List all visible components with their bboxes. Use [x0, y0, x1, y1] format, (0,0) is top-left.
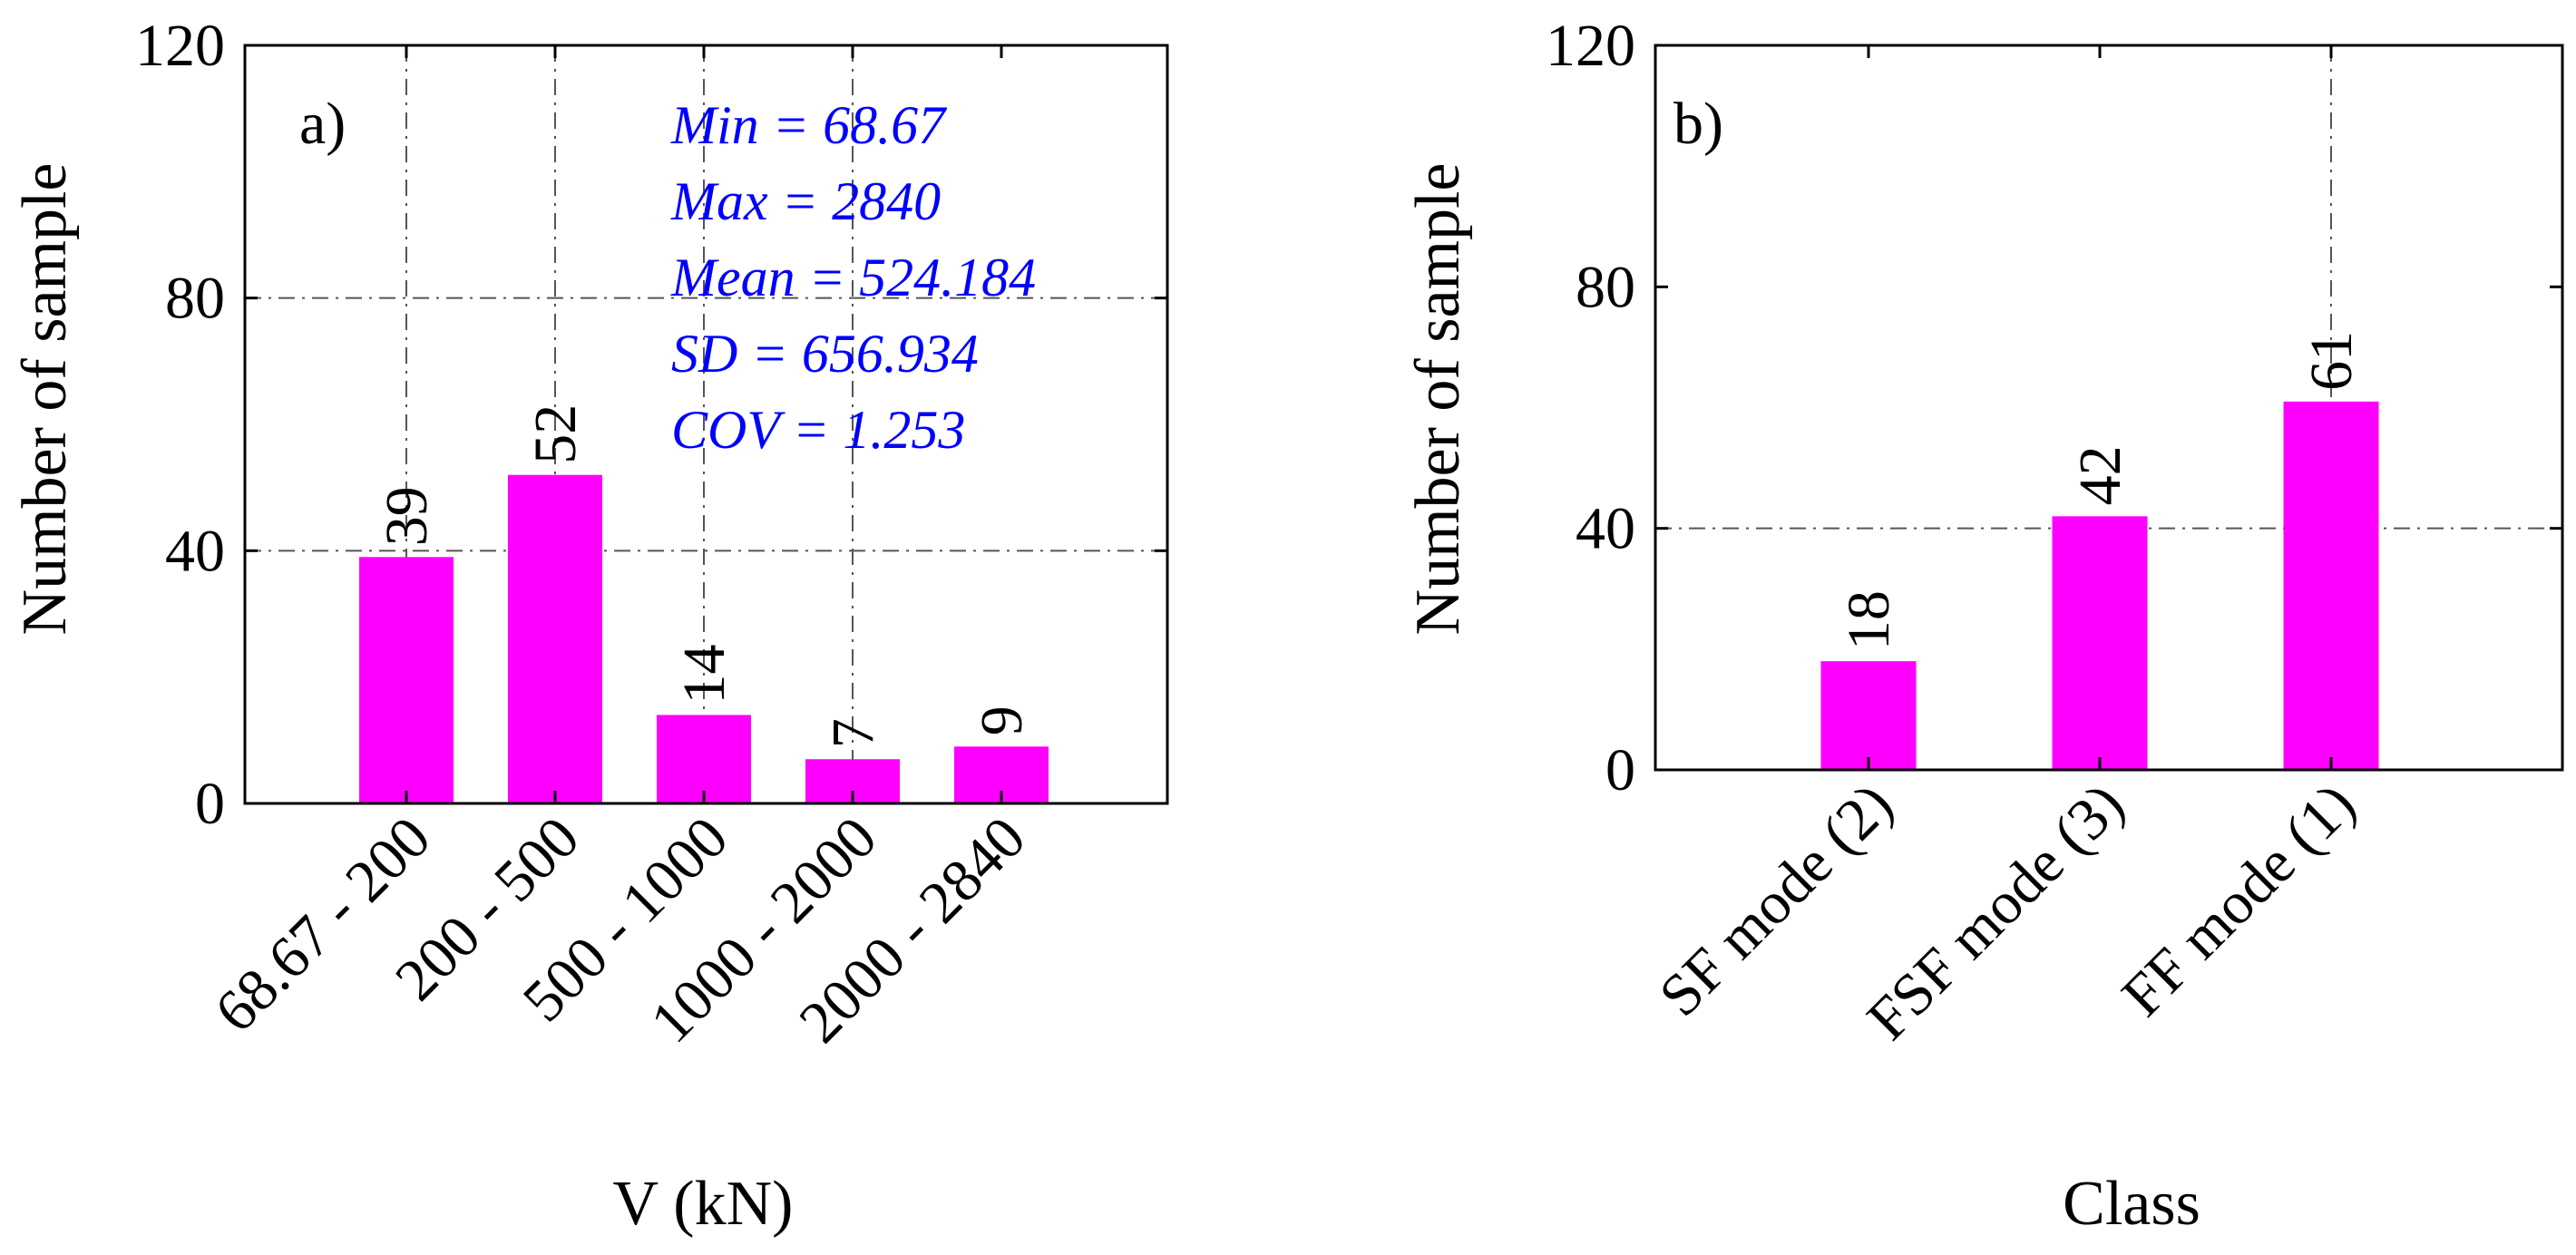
bar — [1820, 661, 1917, 770]
bar-data-label: 61 — [2298, 331, 2365, 391]
stat-min: Min = 68.67 — [670, 95, 948, 155]
bar-data-label: 42 — [2067, 445, 2133, 505]
bar — [359, 557, 454, 803]
panel-a-gridlines — [245, 45, 1167, 803]
y-tick-label: 80 — [1576, 254, 1635, 320]
y-tick-label: 0 — [1605, 737, 1635, 803]
bar — [2283, 401, 2379, 770]
stat-cov: COV = 1.253 — [671, 400, 965, 460]
panel-a-x-axis-label: V (kN) — [613, 1169, 794, 1239]
y-tick-label: 0 — [195, 771, 225, 837]
panel-b-bars — [1820, 401, 2379, 770]
stat-max: Max = 2840 — [670, 171, 941, 231]
y-tick-label: 80 — [165, 266, 225, 332]
bar — [657, 715, 751, 803]
stat-sd: SD = 656.934 — [671, 324, 979, 384]
panel-b-plot-frame — [1654, 44, 2564, 772]
panel-b-x-axis-label: Class — [2063, 1169, 2200, 1239]
bar — [508, 474, 602, 803]
bar — [2052, 516, 2148, 770]
bar-data-label: 14 — [671, 644, 737, 704]
y-tick-label: 40 — [165, 518, 225, 584]
panel-a-plot-frame — [243, 44, 1169, 805]
x-tick-label: 68.67 - 200 — [202, 804, 444, 1046]
bar-data-label: 52 — [522, 404, 589, 464]
x-tick-label: SF mode (2) — [1647, 771, 1906, 1029]
bar-data-label: 9 — [969, 705, 1035, 735]
panel-b-y-axis-label: Number of sample — [1403, 163, 1473, 636]
panel-a-bars — [359, 474, 1049, 803]
panel-a-data-labels: 39 52 14 7 9 — [374, 404, 1035, 749]
y-tick-label: 120 — [135, 13, 225, 79]
bar-data-label: 39 — [374, 486, 440, 546]
panel-b-data-labels: 18 42 61 — [1836, 331, 2365, 650]
bar-data-label: 18 — [1836, 590, 1902, 650]
panel-a-stats-box: Min = 68.67 Max = 2840 Mean = 524.184 SD… — [670, 95, 1036, 460]
stat-mean: Mean = 524.184 — [670, 248, 1036, 307]
y-tick-label: 120 — [1546, 13, 1635, 79]
panel-a-y-axis-label: Number of sample — [10, 163, 80, 636]
y-tick-label: 40 — [1576, 496, 1635, 562]
x-tick-label: FF mode (1) — [2110, 771, 2368, 1029]
bar-data-label: 7 — [820, 718, 886, 748]
panel-b-label: b) — [1673, 91, 1723, 157]
panel-a-label: a) — [299, 91, 346, 157]
